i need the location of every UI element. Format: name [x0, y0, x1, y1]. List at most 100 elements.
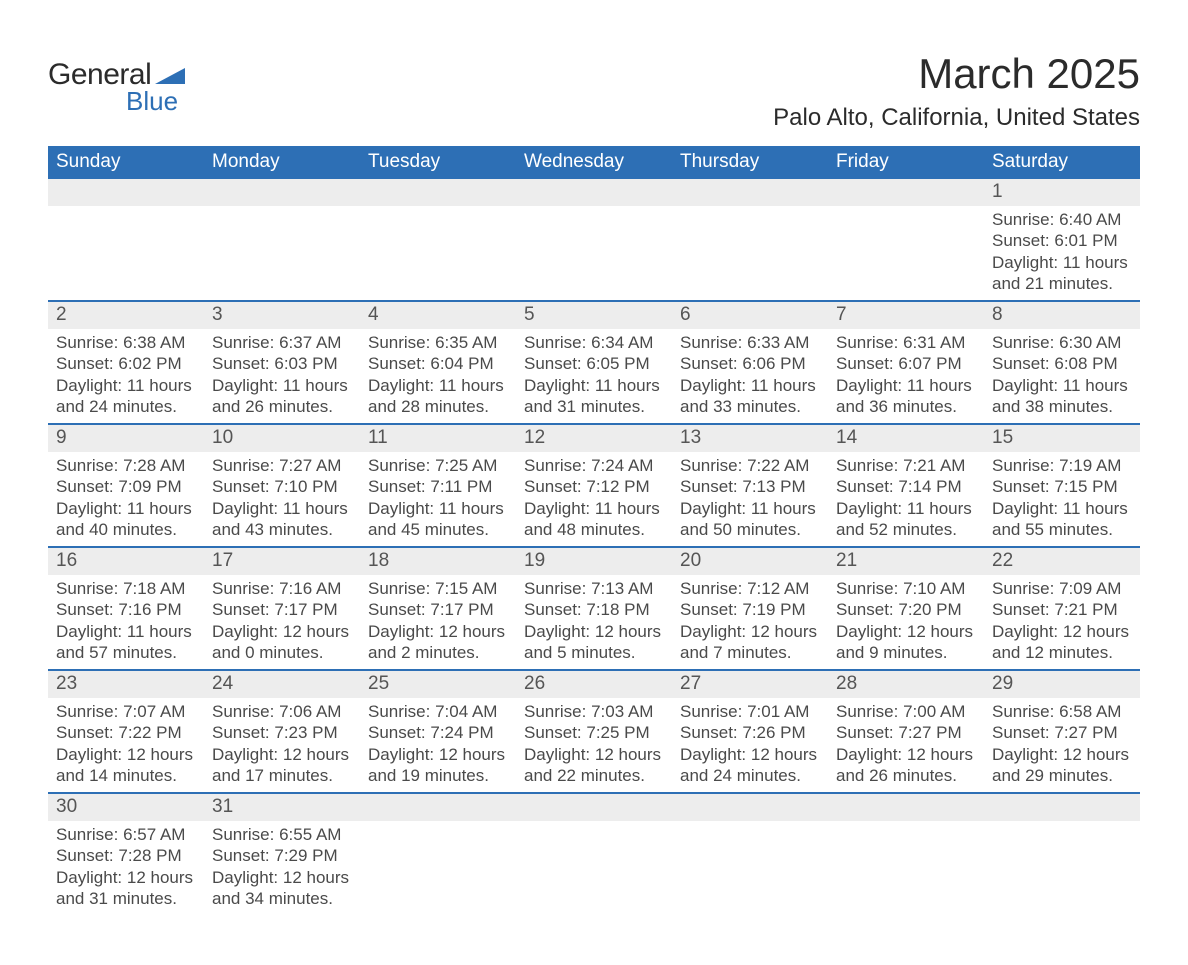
calendar-cell: 21Sunrise: 7:10 AMSunset: 7:20 PMDayligh…: [828, 547, 984, 670]
day-details: Sunrise: 6:31 AMSunset: 6:07 PMDaylight:…: [828, 329, 984, 423]
sunset-text: Sunset: 6:01 PM: [992, 230, 1132, 251]
day-number: 17: [204, 548, 360, 575]
calendar-cell: 23Sunrise: 7:07 AMSunset: 7:22 PMDayligh…: [48, 670, 204, 793]
day-header: Monday: [204, 146, 360, 179]
daylight-text-2: and 26 minutes.: [836, 765, 976, 786]
daylight-text-1: Daylight: 12 hours: [524, 744, 664, 765]
calendar-cell: [828, 793, 984, 915]
day-number: 29: [984, 671, 1140, 698]
day-number: [984, 794, 1140, 821]
daylight-text-2: and 19 minutes.: [368, 765, 508, 786]
day-number: [672, 179, 828, 206]
day-details: Sunrise: 6:35 AMSunset: 6:04 PMDaylight:…: [360, 329, 516, 423]
month-title: March 2025: [773, 50, 1140, 98]
calendar-cell: 1Sunrise: 6:40 AMSunset: 6:01 PMDaylight…: [984, 179, 1140, 301]
daylight-text-1: Daylight: 11 hours: [368, 375, 508, 396]
calendar-cell: 17Sunrise: 7:16 AMSunset: 7:17 PMDayligh…: [204, 547, 360, 670]
daylight-text-2: and 21 minutes.: [992, 273, 1132, 294]
daylight-text-2: and 52 minutes.: [836, 519, 976, 540]
sunset-text: Sunset: 6:02 PM: [56, 353, 196, 374]
calendar-cell: 5Sunrise: 6:34 AMSunset: 6:05 PMDaylight…: [516, 301, 672, 424]
calendar-cell: 22Sunrise: 7:09 AMSunset: 7:21 PMDayligh…: [984, 547, 1140, 670]
calendar-cell: [48, 179, 204, 301]
brand-logo: General Blue: [48, 58, 185, 117]
title-block: March 2025 Palo Alto, California, United…: [773, 50, 1140, 140]
day-details: Sunrise: 7:12 AMSunset: 7:19 PMDaylight:…: [672, 575, 828, 669]
sunrise-text: Sunrise: 7:16 AM: [212, 578, 352, 599]
sunrise-text: Sunrise: 7:22 AM: [680, 455, 820, 476]
calendar-header: Sunday Monday Tuesday Wednesday Thursday…: [48, 146, 1140, 179]
sunset-text: Sunset: 7:13 PM: [680, 476, 820, 497]
sunset-text: Sunset: 7:19 PM: [680, 599, 820, 620]
sunrise-text: Sunrise: 7:04 AM: [368, 701, 508, 722]
daylight-text-2: and 5 minutes.: [524, 642, 664, 663]
calendar-week: 2Sunrise: 6:38 AMSunset: 6:02 PMDaylight…: [48, 301, 1140, 424]
daylight-text-1: Daylight: 11 hours: [368, 498, 508, 519]
calendar-cell: 8Sunrise: 6:30 AMSunset: 6:08 PMDaylight…: [984, 301, 1140, 424]
day-details: Sunrise: 6:57 AMSunset: 7:28 PMDaylight:…: [48, 821, 204, 915]
daylight-text-2: and 31 minutes.: [56, 888, 196, 909]
day-details: [360, 206, 516, 294]
day-number: 18: [360, 548, 516, 575]
daylight-text-1: Daylight: 12 hours: [680, 621, 820, 642]
day-details: [516, 206, 672, 294]
calendar-table: Sunday Monday Tuesday Wednesday Thursday…: [48, 146, 1140, 915]
daylight-text-2: and 9 minutes.: [836, 642, 976, 663]
sunrise-text: Sunrise: 7:25 AM: [368, 455, 508, 476]
daylight-text-2: and 0 minutes.: [212, 642, 352, 663]
day-details: Sunrise: 6:58 AMSunset: 7:27 PMDaylight:…: [984, 698, 1140, 792]
day-header: Tuesday: [360, 146, 516, 179]
day-details: [204, 206, 360, 294]
sunset-text: Sunset: 7:14 PM: [836, 476, 976, 497]
day-number: 25: [360, 671, 516, 698]
calendar-week: 30Sunrise: 6:57 AMSunset: 7:28 PMDayligh…: [48, 793, 1140, 915]
daylight-text-1: Daylight: 12 hours: [368, 621, 508, 642]
daylight-text-2: and 31 minutes.: [524, 396, 664, 417]
day-details: Sunrise: 6:33 AMSunset: 6:06 PMDaylight:…: [672, 329, 828, 423]
day-details: [360, 821, 516, 909]
calendar-cell: 25Sunrise: 7:04 AMSunset: 7:24 PMDayligh…: [360, 670, 516, 793]
calendar-cell: 24Sunrise: 7:06 AMSunset: 7:23 PMDayligh…: [204, 670, 360, 793]
daylight-text-1: Daylight: 12 hours: [212, 621, 352, 642]
sunrise-text: Sunrise: 6:37 AM: [212, 332, 352, 353]
daylight-text-1: Daylight: 11 hours: [212, 498, 352, 519]
daylight-text-1: Daylight: 11 hours: [524, 375, 664, 396]
calendar-cell: 20Sunrise: 7:12 AMSunset: 7:19 PMDayligh…: [672, 547, 828, 670]
day-number: [516, 179, 672, 206]
day-number: 6: [672, 302, 828, 329]
sunset-text: Sunset: 7:16 PM: [56, 599, 196, 620]
day-details: Sunrise: 7:28 AMSunset: 7:09 PMDaylight:…: [48, 452, 204, 546]
calendar-cell: [516, 793, 672, 915]
calendar-cell: 29Sunrise: 6:58 AMSunset: 7:27 PMDayligh…: [984, 670, 1140, 793]
sunrise-text: Sunrise: 6:30 AM: [992, 332, 1132, 353]
day-details: Sunrise: 7:13 AMSunset: 7:18 PMDaylight:…: [516, 575, 672, 669]
calendar-cell: [672, 793, 828, 915]
sunset-text: Sunset: 6:03 PM: [212, 353, 352, 374]
daylight-text-2: and 22 minutes.: [524, 765, 664, 786]
day-number: [360, 794, 516, 821]
daylight-text-2: and 24 minutes.: [680, 765, 820, 786]
sunset-text: Sunset: 7:10 PM: [212, 476, 352, 497]
calendar-body: 1Sunrise: 6:40 AMSunset: 6:01 PMDaylight…: [48, 179, 1140, 915]
daylight-text-2: and 33 minutes.: [680, 396, 820, 417]
daylight-text-1: Daylight: 11 hours: [524, 498, 664, 519]
daylight-text-1: Daylight: 12 hours: [56, 744, 196, 765]
day-number: 7: [828, 302, 984, 329]
daylight-text-2: and 57 minutes.: [56, 642, 196, 663]
day-details: Sunrise: 6:38 AMSunset: 6:02 PMDaylight:…: [48, 329, 204, 423]
daylight-text-2: and 12 minutes.: [992, 642, 1132, 663]
day-number: 31: [204, 794, 360, 821]
calendar-week: 9Sunrise: 7:28 AMSunset: 7:09 PMDaylight…: [48, 424, 1140, 547]
sunrise-text: Sunrise: 7:06 AM: [212, 701, 352, 722]
calendar-cell: 27Sunrise: 7:01 AMSunset: 7:26 PMDayligh…: [672, 670, 828, 793]
sunset-text: Sunset: 7:17 PM: [368, 599, 508, 620]
day-number: 23: [48, 671, 204, 698]
daylight-text-1: Daylight: 11 hours: [992, 252, 1132, 273]
daylight-text-2: and 2 minutes.: [368, 642, 508, 663]
sunset-text: Sunset: 7:24 PM: [368, 722, 508, 743]
daylight-text-2: and 24 minutes.: [56, 396, 196, 417]
calendar-cell: [204, 179, 360, 301]
sunrise-text: Sunrise: 7:07 AM: [56, 701, 196, 722]
day-details: Sunrise: 7:06 AMSunset: 7:23 PMDaylight:…: [204, 698, 360, 792]
sunset-text: Sunset: 7:23 PM: [212, 722, 352, 743]
